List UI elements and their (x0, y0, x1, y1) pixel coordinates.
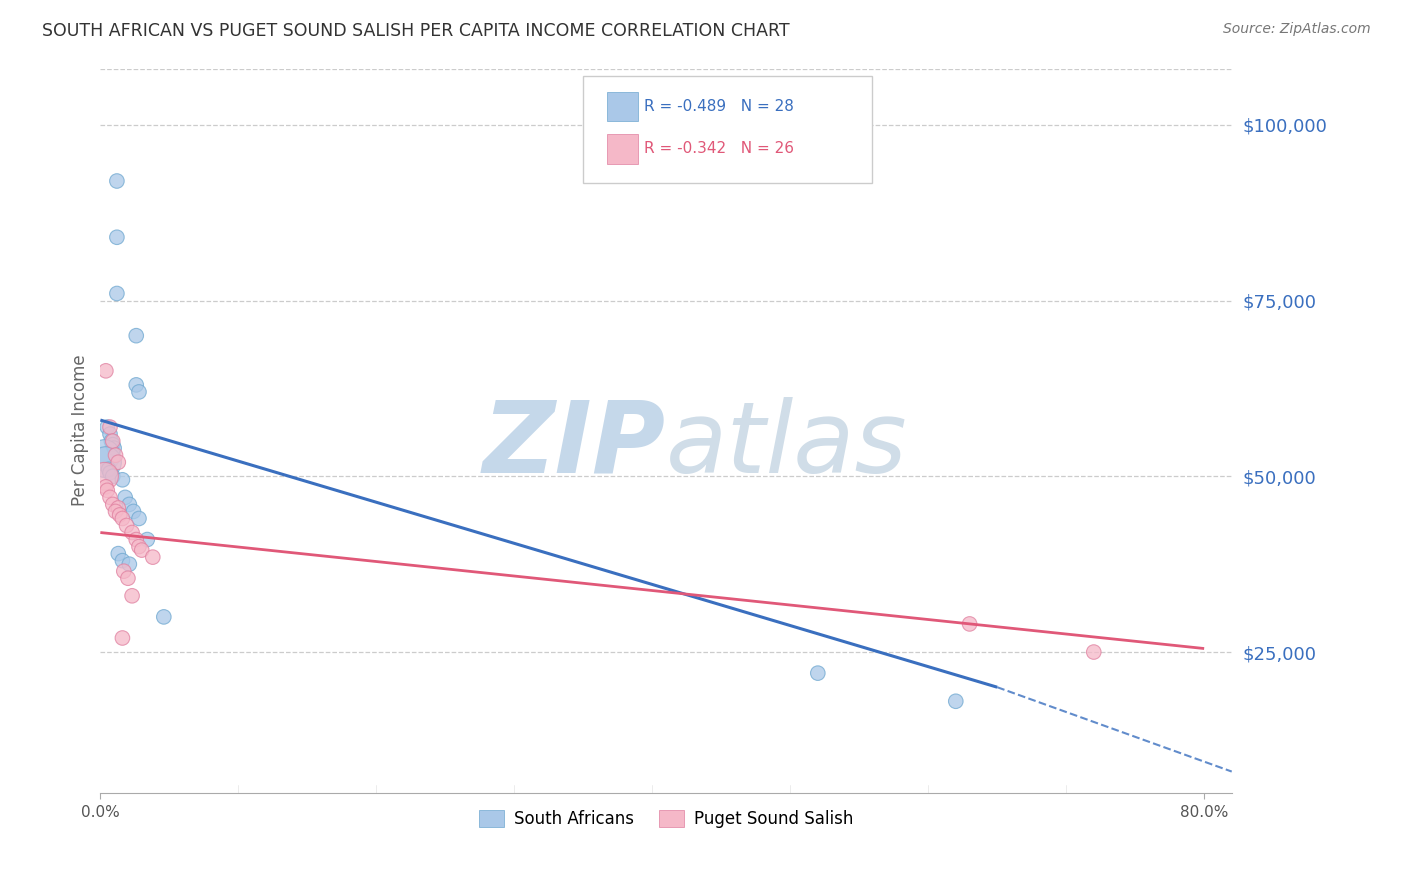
Text: ZIP: ZIP (484, 397, 666, 493)
Point (117, 571, 139, 585)
Point (114, 491, 136, 505)
Point (111, 631, 134, 645)
Point (101, 497, 124, 511)
Point (107, 455, 129, 469)
Text: atlas: atlas (666, 397, 908, 493)
Point (104, 448, 127, 462)
Point (105, 286, 128, 301)
Point (125, 533, 148, 547)
Point (94, 480, 117, 494)
Point (93, 469, 115, 483)
Point (107, 500, 129, 515)
Point (111, 473, 134, 487)
Point (122, 504, 145, 518)
Text: R = -0.489   N = 28: R = -0.489 N = 28 (644, 99, 794, 114)
Point (105, 230, 128, 244)
Point (807, 666, 830, 681)
Legend: South Africans, Puget Sound Salish: South Africans, Puget Sound Salish (472, 804, 860, 835)
Point (94, 455, 117, 469)
Point (100, 434, 122, 449)
Point (98, 491, 121, 505)
Point (1083, 645, 1105, 659)
Point (93, 448, 115, 462)
Point (108, 508, 131, 522)
Point (98, 466, 121, 480)
Point (125, 328, 148, 343)
Point (136, 533, 159, 547)
Point (101, 437, 124, 451)
Point (101, 434, 124, 449)
Point (128, 384, 150, 399)
Text: SOUTH AFRICAN VS PUGET SOUND SALISH PER CAPITA INCOME CORRELATION CHART: SOUTH AFRICAN VS PUGET SOUND SALISH PER … (42, 22, 790, 40)
Text: Source: ZipAtlas.com: Source: ZipAtlas.com (1223, 22, 1371, 37)
Point (96, 420, 118, 434)
Point (131, 543, 153, 558)
Point (98, 427, 121, 442)
Point (112, 564, 135, 578)
Point (107, 547, 129, 561)
Point (111, 554, 134, 568)
Point (153, 610, 176, 624)
Y-axis label: Per Capita Income: Per Capita Income (72, 355, 89, 507)
Point (94, 364, 117, 378)
Point (118, 497, 141, 511)
Point (97, 462, 120, 476)
Point (104, 504, 127, 518)
Point (142, 550, 165, 565)
Point (128, 511, 150, 525)
Point (105, 174, 128, 188)
Point (121, 589, 143, 603)
Point (118, 557, 141, 571)
Point (121, 525, 143, 540)
Point (115, 518, 138, 533)
Point (101, 469, 124, 483)
Point (959, 616, 981, 631)
Point (945, 694, 967, 708)
Text: R = -0.342   N = 26: R = -0.342 N = 26 (644, 142, 794, 156)
Point (96, 483, 118, 498)
Point (103, 441, 125, 455)
Point (125, 377, 148, 392)
Point (111, 511, 134, 525)
Point (98, 420, 121, 434)
Point (128, 540, 150, 554)
